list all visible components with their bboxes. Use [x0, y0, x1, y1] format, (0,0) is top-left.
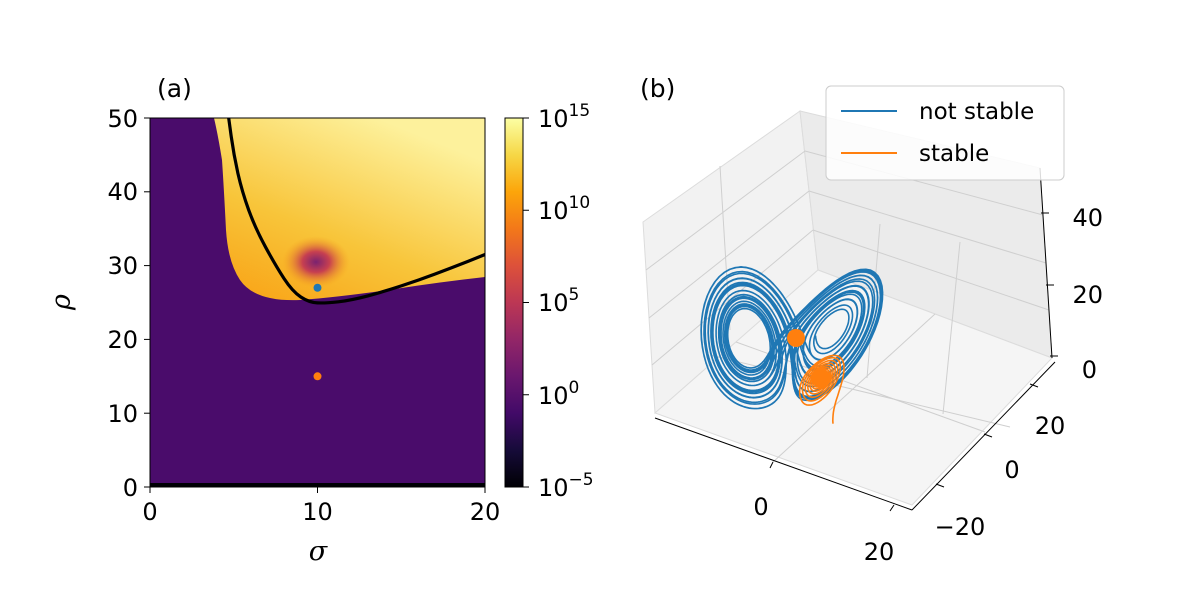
y-tick-label: 40	[107, 178, 138, 206]
z-tick-label-3d: 40	[1072, 204, 1103, 232]
y-axis-a: 0 10 20 30 40 50 ρ	[46, 105, 150, 502]
colorbar: 1015 1010 105 100 10−5	[504, 101, 594, 502]
y-tick-label: 20	[107, 326, 138, 354]
legend-label: not stable	[919, 99, 1034, 125]
marker-not-stable	[313, 283, 322, 292]
panel-b-label: (b)	[640, 74, 675, 103]
colorbar-tick-label: 1015	[538, 101, 590, 133]
colorbar-tick-label: 10−5	[538, 470, 594, 502]
x-tick-label: 20	[470, 498, 501, 526]
heatmap-unstable-region	[214, 118, 485, 301]
stable-fixed-point	[787, 329, 805, 347]
stability-boundary-curve	[227, 118, 485, 305]
x-axis-3d	[654, 417, 913, 511]
y-tick-label: 0	[123, 474, 138, 502]
y-tick-label: 50	[107, 105, 138, 133]
x-axis-a: 0 10 20 σ	[142, 487, 500, 567]
x-tick-label-3d: 20	[864, 538, 895, 566]
colorbar-gradient	[504, 117, 524, 488]
panel-a-label: (a)	[157, 74, 192, 103]
heatmap	[150, 118, 485, 487]
axes-3d	[654, 167, 1058, 512]
y-tick-label-3d: −20	[935, 513, 986, 541]
heatmap-markers	[313, 283, 322, 381]
panel-b: (b)	[640, 74, 1103, 566]
x-tick-label: 0	[142, 498, 157, 526]
z-tick-label-3d: 20	[1072, 281, 1103, 309]
x-tick-label: 10	[302, 498, 333, 526]
y-axis-3d	[911, 361, 1056, 511]
series-stable-line	[798, 354, 845, 424]
colorbar-tick-label: 1010	[538, 193, 590, 225]
z-axis-3d	[1039, 167, 1053, 359]
y-tick-label-3d: 0	[1004, 456, 1019, 484]
trajectories	[700, 266, 884, 424]
x-axis-label: σ	[309, 536, 329, 567]
colorbar-tick-label: 105	[538, 285, 579, 317]
legend-label: stable	[919, 141, 989, 167]
colorbar-tick-label: 100	[538, 378, 579, 410]
panel-a: (a) 0 10 20 30 40 50 ρ	[46, 74, 594, 567]
y-axis-label: ρ	[46, 294, 77, 311]
legend: not stable stable	[825, 85, 1065, 181]
x-tick-label-3d: 0	[753, 493, 768, 521]
heatmap-bottom-row	[150, 483, 485, 487]
y-tick-label: 30	[107, 252, 138, 280]
y-tick-label-3d: 20	[1035, 412, 1066, 440]
y-tick-label: 10	[107, 400, 138, 428]
heatmap-warm-spot	[282, 236, 350, 288]
z-tick-label-3d: 0	[1082, 356, 1097, 384]
marker-stable	[313, 372, 322, 381]
legend-box	[825, 85, 1065, 181]
